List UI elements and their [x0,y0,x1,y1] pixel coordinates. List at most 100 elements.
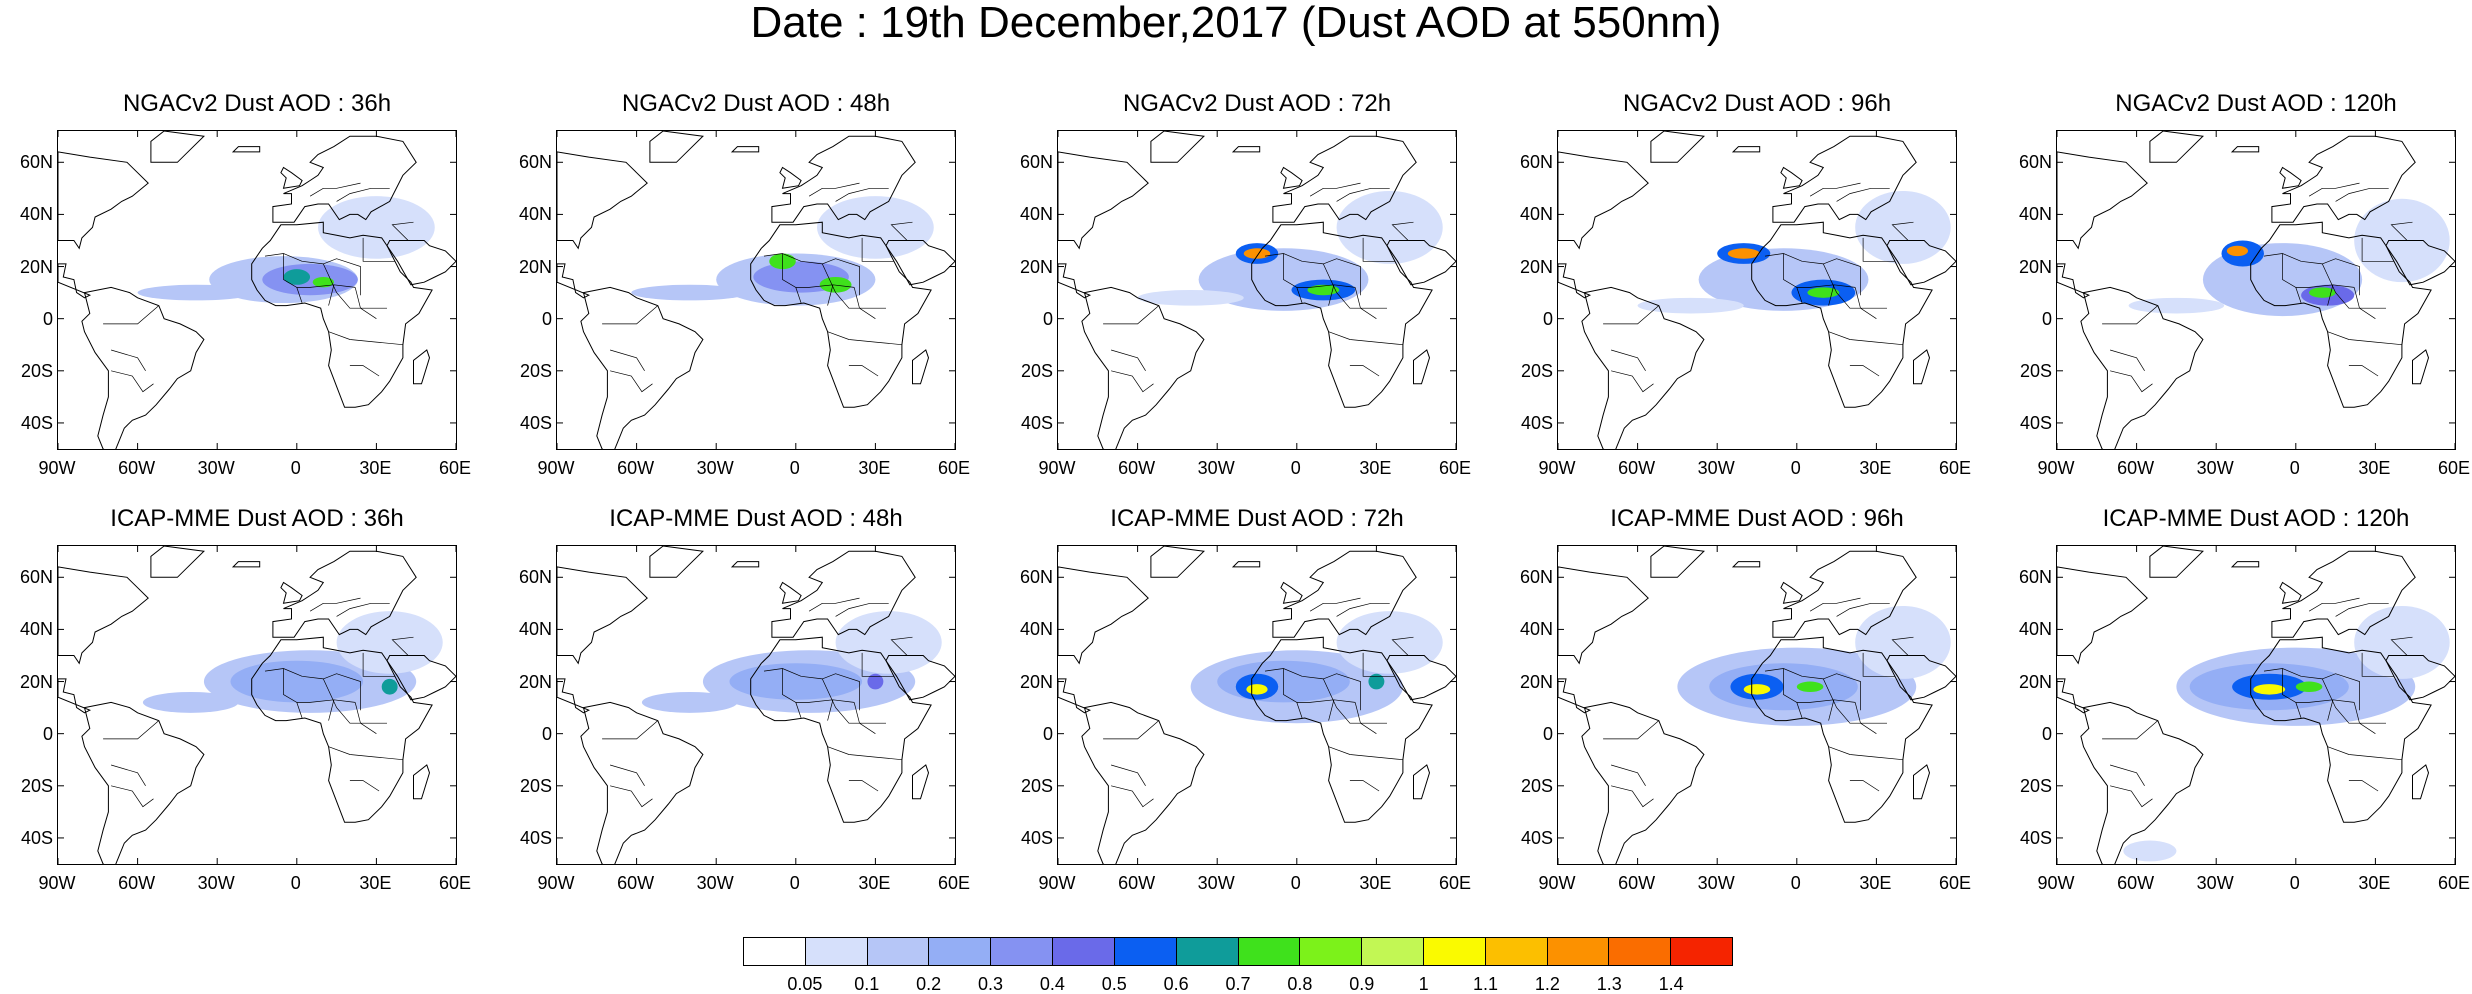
coastline-central-america [557,263,591,299]
country-border [827,331,902,346]
country-border [1828,746,1903,761]
coastline-greenland [649,546,704,578]
coastline-arabia [1886,240,1956,286]
country-border [1296,287,1303,304]
colorbar-cell [1300,938,1363,965]
coastline-central-america [58,263,92,299]
country-border [2361,237,2394,262]
country-border [103,720,160,740]
country-border [283,253,356,288]
country-border [1849,780,1880,792]
panel-title: ICAP-MME Dust AOD : 120h [2102,505,2410,532]
aod-plume [2309,287,2336,298]
lat-tick-label: 60N [1019,152,1053,173]
country-border [1336,187,1390,202]
country-border [808,182,860,197]
lat-tick-label: 0 [2041,723,2052,744]
country-border [1891,636,1925,656]
country-border [1354,702,1377,734]
country-border [1862,237,1895,262]
country-border [1611,764,1646,786]
coastline-arabia [1886,655,1956,701]
lat-tick-label: 60N [19,567,53,588]
country-border [2308,597,2360,612]
lon-tick-label: 60W [118,458,156,478]
lon-tick-label: 30E [1859,873,1892,893]
lon-tick-label: 0 [1290,458,1301,478]
country-border [602,305,659,325]
country-border [1283,668,1356,703]
country-border [322,678,387,724]
lon-tick-label: 30W [1697,458,1735,478]
aod-plume [283,269,311,285]
coastline-greenland [1650,131,1705,163]
country-border [1836,602,1890,617]
country-border [336,602,390,617]
country-border [2102,720,2159,740]
colorbar-label: 0.1 [854,974,880,994]
aod-plume [1246,684,1268,695]
coastline-north-america [1558,151,1649,250]
aod-plume [1727,248,1760,259]
coastline-south-america [580,701,704,864]
coastline-south-america [1581,701,1705,864]
country-border [1828,331,1903,346]
lon-tick-label: 90W [2037,458,2075,478]
country-border [354,702,377,734]
colorbar-cell [867,938,930,965]
lat-tick-label: 0 [1542,308,1553,329]
lon-tick-label: 60E [1938,873,1972,893]
aod-plume [2253,684,2286,695]
coastline-central-america [2057,678,2091,714]
country-border [2348,780,2379,792]
coastline-uk [280,581,303,604]
coastline-madagascar [1913,764,1931,800]
figure-title: Date : 19th December,2017 (Dust AOD at 5… [750,0,1722,47]
coastline-iceland [2230,146,2260,153]
country-border [391,636,425,656]
lon-tick-label: 60E [438,458,472,478]
lat-tick-label: 0 [541,723,552,744]
coastline-madagascar [413,764,431,800]
map-panel [556,130,956,450]
lon-tick-label: 90W [537,873,575,893]
country-border [1391,636,1425,656]
country-border [1822,263,1887,309]
coastline-central-america [1058,263,1092,299]
coastline-europe [771,135,916,223]
country-border [602,720,659,740]
lon-tick-label: 30E [1359,458,1392,478]
coastline-north-america [557,566,648,665]
country-border [848,780,879,792]
country-border [821,263,886,309]
colorbar-cell [1238,938,1301,965]
lon-tick-label: 30W [197,458,235,478]
coastline-north-america [1058,566,1149,665]
coastline-iceland [2230,561,2260,568]
lat-tick-label: 20N [19,671,53,692]
coastline-arabia [1386,240,1456,286]
country-border [827,284,834,306]
lat-tick-label: 0 [541,308,552,329]
aod-plume [1137,290,1244,306]
country-border [1836,187,1890,202]
country-border [1796,287,1803,304]
coastline-africa [1251,221,1433,408]
aod-plume [2128,297,2225,314]
country-border [782,253,855,288]
lat-tick-label: 20N [518,256,552,277]
country-border [2353,287,2376,319]
country-border [1328,699,1335,721]
country-border [391,221,425,241]
country-border [103,305,160,325]
coastline-africa [750,636,932,823]
coastline-iceland [1231,561,1261,568]
lat-tick-label: 20S [1520,360,1553,381]
lat-tick-label: 20N [2018,671,2052,692]
lon-tick-label: 30E [359,873,392,893]
coastline-iceland [730,561,760,568]
lat-tick-label: 60N [518,152,552,173]
coastline-north-america [58,151,149,250]
country-border [2353,702,2376,734]
lat-tick-label: 60N [2018,567,2052,588]
